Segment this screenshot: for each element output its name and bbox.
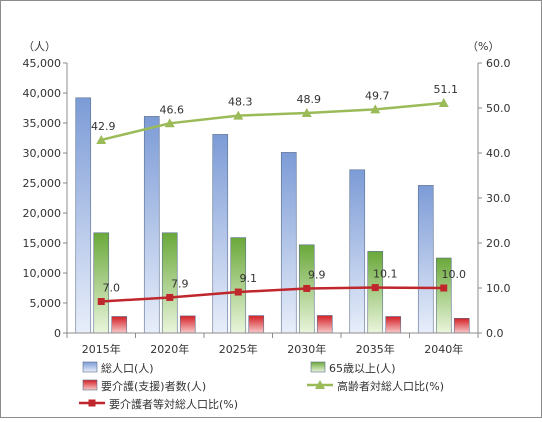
- left-tick-label: 15,000: [23, 237, 62, 250]
- point-care-ratio: [166, 293, 174, 301]
- data-label-care-ratio: 10.0: [442, 268, 467, 281]
- x-tick-label: 2025年: [219, 342, 258, 356]
- legend-label: 総人口(人): [101, 361, 154, 375]
- point-elderly-ratio: [96, 134, 107, 144]
- left-tick-label: 25,000: [23, 177, 62, 190]
- x-tick-label: 2030年: [287, 342, 326, 356]
- data-label-elderly-ratio: 46.6: [160, 103, 185, 116]
- bar-total-population: [417, 185, 434, 334]
- bar-aged-65-plus: [367, 251, 384, 334]
- legend-label: 65歳以上(人): [329, 362, 396, 375]
- series-line-elderly-ratio: [100, 101, 444, 142]
- bar-total-population: [75, 97, 92, 334]
- right-tick-label: 60.0: [486, 57, 511, 70]
- left-tick-label: 10,000: [23, 267, 62, 280]
- right-tick-label: 50.0: [486, 102, 511, 115]
- point-elderly-ratio: [370, 104, 381, 114]
- legend-label: 要介護者等対総人口比(%): [109, 397, 238, 411]
- data-label-elderly-ratio: 48.9: [297, 93, 322, 106]
- bar-care-recipients: [248, 315, 265, 334]
- point-care-ratio: [234, 288, 242, 296]
- bar-total-population: [212, 134, 229, 334]
- data-label-care-ratio: 10.1: [373, 268, 398, 281]
- legend-label: 高齢者対総人口比(%): [337, 379, 444, 393]
- point-care-ratio: [440, 284, 448, 292]
- right-tick-label: 20.0: [486, 237, 511, 250]
- legend-marker-square: [88, 399, 96, 407]
- right-tick-label: 0.0: [486, 327, 504, 340]
- point-care-ratio: [371, 284, 379, 292]
- x-tick-label: 2035年: [356, 342, 395, 356]
- point-elderly-ratio: [301, 107, 312, 117]
- data-label-care-ratio: 9.1: [240, 272, 258, 285]
- legend-swatch-aged-65-plus: [310, 361, 326, 373]
- point-elderly-ratio: [164, 118, 175, 128]
- left-tick-label: 45,000: [23, 57, 62, 70]
- point-elderly-ratio: [438, 98, 449, 108]
- bar-aged-65-plus: [230, 237, 247, 334]
- left-tick-label: 40,000: [23, 87, 62, 100]
- data-label-care-ratio: 7.9: [171, 277, 189, 290]
- left-tick-label: 20,000: [23, 207, 62, 220]
- data-label-elderly-ratio: 42.9: [91, 120, 116, 133]
- data-label-elderly-ratio: 49.7: [365, 89, 390, 102]
- x-tick-label: 2015年: [82, 342, 121, 356]
- bar-total-population: [280, 152, 297, 334]
- data-label-elderly-ratio: 48.3: [228, 96, 253, 109]
- point-care-ratio: [303, 284, 311, 292]
- bar-care-recipients: [179, 315, 196, 334]
- left-axis-unit: （人）: [23, 40, 56, 53]
- bar-total-population: [349, 169, 366, 334]
- x-tick-label: 2040年: [424, 342, 463, 356]
- right-tick-label: 40.0: [486, 147, 511, 160]
- bar-care-recipients: [453, 317, 470, 334]
- legend-swatch-total-population: [82, 361, 98, 373]
- left-tick-label: 35,000: [23, 117, 62, 130]
- left-tick-label: 5,000: [30, 297, 62, 310]
- right-axis-unit: （%）: [467, 40, 499, 53]
- bar-care-recipients: [316, 315, 333, 334]
- bar-care-recipients: [111, 316, 128, 334]
- x-tick-label: 2020年: [150, 342, 189, 356]
- point-care-ratio: [97, 298, 105, 305]
- point-elderly-ratio: [233, 110, 244, 120]
- right-tick-label: 10.0: [486, 282, 511, 295]
- right-tick-label: 30.0: [486, 192, 511, 205]
- bar-total-population: [143, 116, 160, 334]
- legend-swatch-care-recipients: [82, 379, 98, 391]
- bar-care-recipients: [385, 316, 402, 334]
- data-label-elderly-ratio: 51.1: [434, 83, 459, 96]
- series-line-care-ratio: [101, 286, 444, 303]
- legend-label: 要介護(支援)者数(人): [101, 379, 206, 393]
- data-label-care-ratio: 9.9: [308, 268, 326, 281]
- left-tick-label: 0: [54, 327, 61, 340]
- left-tick-label: 30,000: [23, 147, 62, 160]
- data-label-care-ratio: 7.0: [103, 282, 121, 295]
- legend-marker-triangle: [315, 380, 325, 389]
